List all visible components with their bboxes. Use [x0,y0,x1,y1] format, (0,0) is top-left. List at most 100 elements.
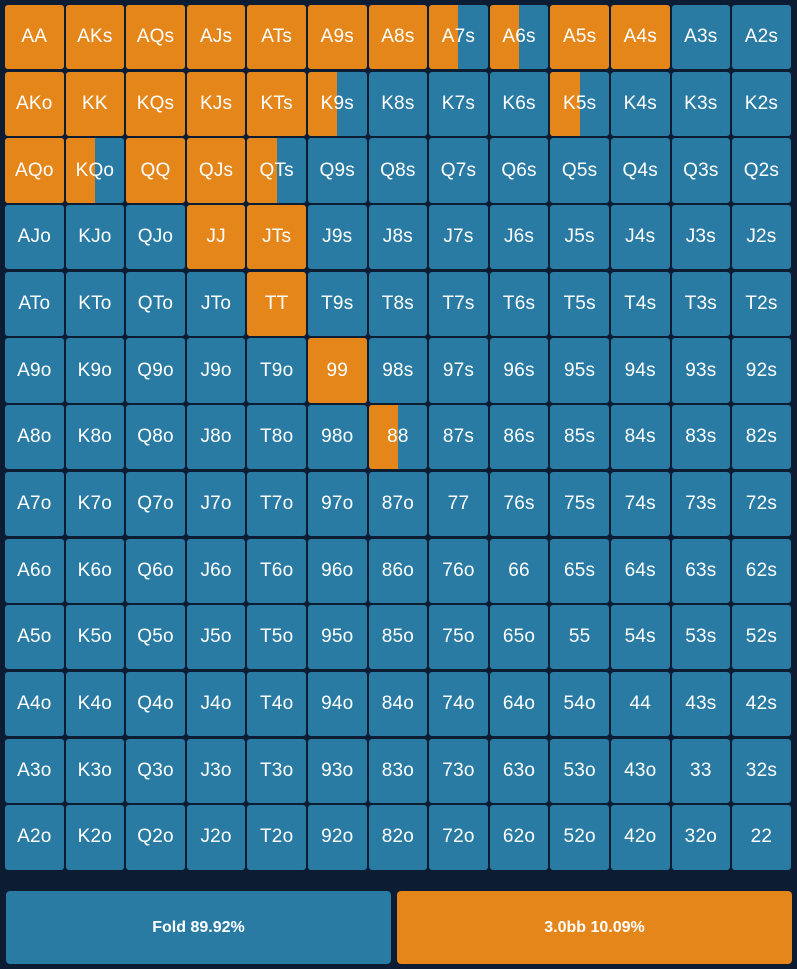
hand-cell-j2s[interactable]: J2s [732,205,791,270]
hand-cell-k6s[interactable]: K6s [489,71,549,136]
hand-cell-ajo[interactable]: AJo [5,205,64,270]
hand-cell-ats[interactable]: ATs [247,5,306,70]
hand-cell-97s[interactable]: 97s [429,338,488,403]
hand-cell-43s[interactable]: 43s [671,671,731,737]
hand-cell-j6o[interactable]: J6o [186,538,246,603]
hand-cell-t3s[interactable]: T3s [671,271,731,337]
hand-cell-q8s[interactable]: Q8s [368,138,428,203]
hand-cell-76s[interactable]: 76s [489,471,549,537]
hand-cell-52o[interactable]: 52o [550,805,609,870]
hand-cell-94o[interactable]: 94o [307,671,367,737]
hand-cell-j2o[interactable]: J2o [186,805,246,870]
hand-cell-j5s[interactable]: J5s [550,205,609,270]
hand-cell-a3s[interactable]: A3s [671,5,731,70]
hand-cell-44[interactable]: 44 [610,671,670,737]
hand-cell-q4o[interactable]: Q4o [126,671,185,737]
hand-cell-q4s[interactable]: Q4s [610,138,670,203]
hand-cell-84s[interactable]: 84s [610,405,670,470]
hand-cell-q6o[interactable]: Q6o [126,538,185,603]
hand-cell-88[interactable]: 88 [368,405,428,470]
hand-cell-98s[interactable]: 98s [368,338,428,403]
hand-cell-a3o[interactable]: A3o [5,738,64,803]
hand-cell-qjo[interactable]: QJo [126,205,185,270]
hand-cell-93o[interactable]: 93o [307,738,367,803]
hand-cell-q2o[interactable]: Q2o [126,805,185,870]
hand-cell-77[interactable]: 77 [429,471,488,537]
hand-cell-q9o[interactable]: Q9o [126,338,185,403]
hand-cell-k3s[interactable]: K3s [671,71,731,136]
hand-cell-33[interactable]: 33 [671,738,731,803]
hand-cell-j9s[interactable]: J9s [307,205,367,270]
hand-cell-82s[interactable]: 82s [732,405,791,470]
hand-cell-62o[interactable]: 62o [489,805,549,870]
hand-cell-j5o[interactable]: J5o [186,605,246,670]
hand-cell-66[interactable]: 66 [489,538,549,603]
hand-cell-t5o[interactable]: T5o [247,605,306,670]
hand-cell-t4o[interactable]: T4o [247,671,306,737]
hand-cell-k2s[interactable]: K2s [732,71,791,136]
hand-cell-a8s[interactable]: A8s [368,5,428,70]
hand-cell-j7s[interactable]: J7s [429,205,488,270]
hand-cell-j3o[interactable]: J3o [186,738,246,803]
hand-cell-qto[interactable]: QTo [126,271,185,337]
hand-cell-54s[interactable]: 54s [610,605,670,670]
hand-cell-kts[interactable]: KTs [247,71,306,136]
hand-cell-52s[interactable]: 52s [732,605,791,670]
hand-cell-aks[interactable]: AKs [65,5,125,70]
hand-cell-a9o[interactable]: A9o [5,338,64,403]
hand-cell-64s[interactable]: 64s [610,538,670,603]
hand-cell-t2s[interactable]: T2s [732,271,791,337]
fold-action-button[interactable]: Fold 89.92% [6,891,391,964]
hand-cell-a4s[interactable]: A4s [610,5,670,70]
hand-cell-54o[interactable]: 54o [550,671,609,737]
hand-cell-74o[interactable]: 74o [429,671,488,737]
hand-cell-99[interactable]: 99 [307,338,367,403]
hand-cell-22[interactable]: 22 [732,805,791,870]
hand-cell-q6s[interactable]: Q6s [489,138,549,203]
hand-cell-k5o[interactable]: K5o [65,605,125,670]
hand-cell-q7o[interactable]: Q7o [126,471,185,537]
hand-cell-k4o[interactable]: K4o [65,671,125,737]
hand-cell-72o[interactable]: 72o [429,805,488,870]
hand-cell-a8o[interactable]: A8o [5,405,64,470]
hand-cell-t2o[interactable]: T2o [247,805,306,870]
hand-cell-63o[interactable]: 63o [489,738,549,803]
hand-cell-53o[interactable]: 53o [550,738,609,803]
hand-cell-kqs[interactable]: KQs [126,71,185,136]
hand-cell-k8o[interactable]: K8o [65,405,125,470]
hand-cell-qjs[interactable]: QJs [186,138,246,203]
hand-cell-q2s[interactable]: Q2s [732,138,791,203]
hand-cell-t5s[interactable]: T5s [550,271,609,337]
hand-cell-j8o[interactable]: J8o [186,405,246,470]
hand-cell-83o[interactable]: 83o [368,738,428,803]
hand-cell-kjo[interactable]: KJo [65,205,125,270]
hand-cell-jto[interactable]: JTo [186,271,246,337]
hand-cell-q8o[interactable]: Q8o [126,405,185,470]
hand-cell-k5s[interactable]: K5s [550,71,609,136]
hand-cell-93s[interactable]: 93s [671,338,731,403]
hand-cell-55[interactable]: 55 [550,605,609,670]
hand-cell-a4o[interactable]: A4o [5,671,64,737]
hand-cell-a7s[interactable]: A7s [429,5,488,70]
hand-cell-94s[interactable]: 94s [610,338,670,403]
hand-cell-92s[interactable]: 92s [732,338,791,403]
hand-cell-tt[interactable]: TT [247,271,306,337]
hand-cell-a5o[interactable]: A5o [5,605,64,670]
hand-cell-t7o[interactable]: T7o [247,471,306,537]
hand-cell-qts[interactable]: QTs [247,138,306,203]
hand-cell-a5s[interactable]: A5s [550,5,609,70]
hand-cell-ato[interactable]: ATo [5,271,64,337]
hand-cell-63s[interactable]: 63s [671,538,731,603]
hand-cell-t7s[interactable]: T7s [429,271,488,337]
hand-cell-32o[interactable]: 32o [671,805,731,870]
hand-cell-64o[interactable]: 64o [489,671,549,737]
hand-cell-95s[interactable]: 95s [550,338,609,403]
hand-cell-83s[interactable]: 83s [671,405,731,470]
hand-cell-q5s[interactable]: Q5s [550,138,609,203]
hand-cell-53s[interactable]: 53s [671,605,731,670]
hand-cell-k9o[interactable]: K9o [65,338,125,403]
hand-cell-t9o[interactable]: T9o [247,338,306,403]
hand-cell-85o[interactable]: 85o [368,605,428,670]
hand-cell-t6s[interactable]: T6s [489,271,549,337]
hand-cell-t8s[interactable]: T8s [368,271,428,337]
